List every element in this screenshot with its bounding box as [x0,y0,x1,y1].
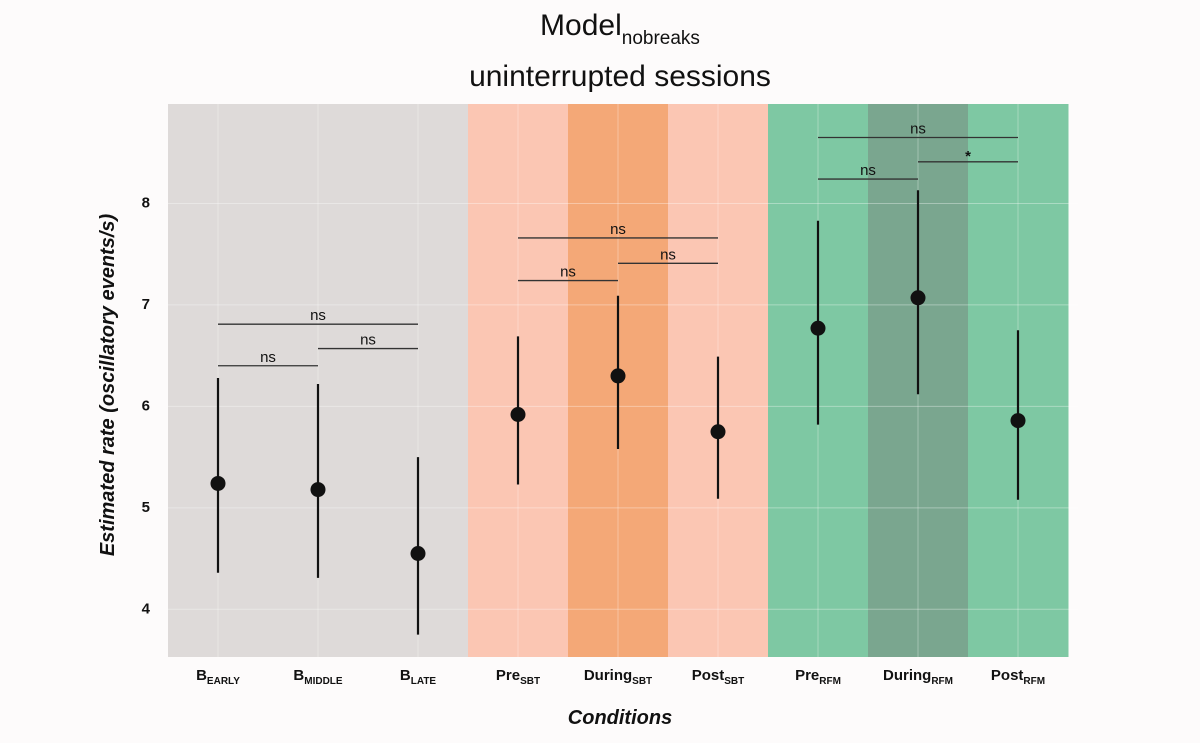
x-tick-label: PostRFM [991,667,1045,687]
x-tick-main: B [196,667,207,684]
x-tick-label: DuringSBT [584,667,652,687]
x-tick-sub: SBT [632,676,652,687]
x-tick-sub: MIDDLE [304,676,343,687]
significance-label: ns [860,162,876,179]
x-tick-label: DuringRFM [883,667,953,687]
x-tick-label: BLATE [400,667,437,687]
significance-label: ns [910,120,926,137]
chart-subtitle: uninterrupted sessions [469,60,771,93]
x-tick-label: BEARLY [196,667,240,687]
y-tick-label: 6 [142,397,150,414]
point [210,475,226,491]
x-tick-main: Pre [795,667,819,684]
significance-label: ns [360,332,376,349]
x-tick-sub: RFM [1023,676,1045,687]
point [1010,413,1026,429]
x-tick-sub: RFM [931,676,953,687]
x-tick-main: During [883,667,931,684]
point [610,368,626,384]
y-tick-label: 8 [142,194,150,211]
x-tick-sub: SBT [724,676,744,687]
significance-label: ns [610,221,626,238]
point [810,320,826,336]
chart-title: Modelnobreaks [540,9,700,49]
significance-label: ns [560,264,576,281]
title-sub: nobreaks [622,28,700,49]
x-tick-sub: LATE [411,676,437,687]
x-tick-main: Post [692,667,725,684]
x-tick-label: BMIDDLE [293,667,343,687]
x-tick-main: B [400,667,411,684]
x-tick-label: PostSBT [692,667,745,687]
x-tick-main: Pre [496,667,520,684]
y-tick-label: 7 [142,296,150,313]
significance-label: ns [310,307,326,324]
significance-label: ns [660,246,676,263]
point [310,482,326,498]
title-main: Model [540,9,622,42]
x-tick-main: Post [991,667,1024,684]
x-tick-label: PreSBT [496,667,540,687]
point [910,290,926,306]
point [510,406,526,422]
y-tick-label: 5 [142,499,150,516]
significance-label: ns [260,349,276,366]
x-tick-label: PreRFM [795,667,841,687]
x-tick-sub: RFM [819,676,841,687]
y-tick-label: 4 [142,600,151,617]
x-tick-main: B [293,667,304,684]
point [710,424,726,440]
y-axis-label: Estimated rate (oscillatory events/s) [97,213,119,556]
x-tick-sub: EARLY [207,676,240,687]
x-tick-main: During [584,667,632,684]
x-axis-label: Conditions [568,707,672,729]
significance-label: * [965,148,971,165]
point [410,546,426,562]
x-tick-sub: SBT [520,676,540,687]
